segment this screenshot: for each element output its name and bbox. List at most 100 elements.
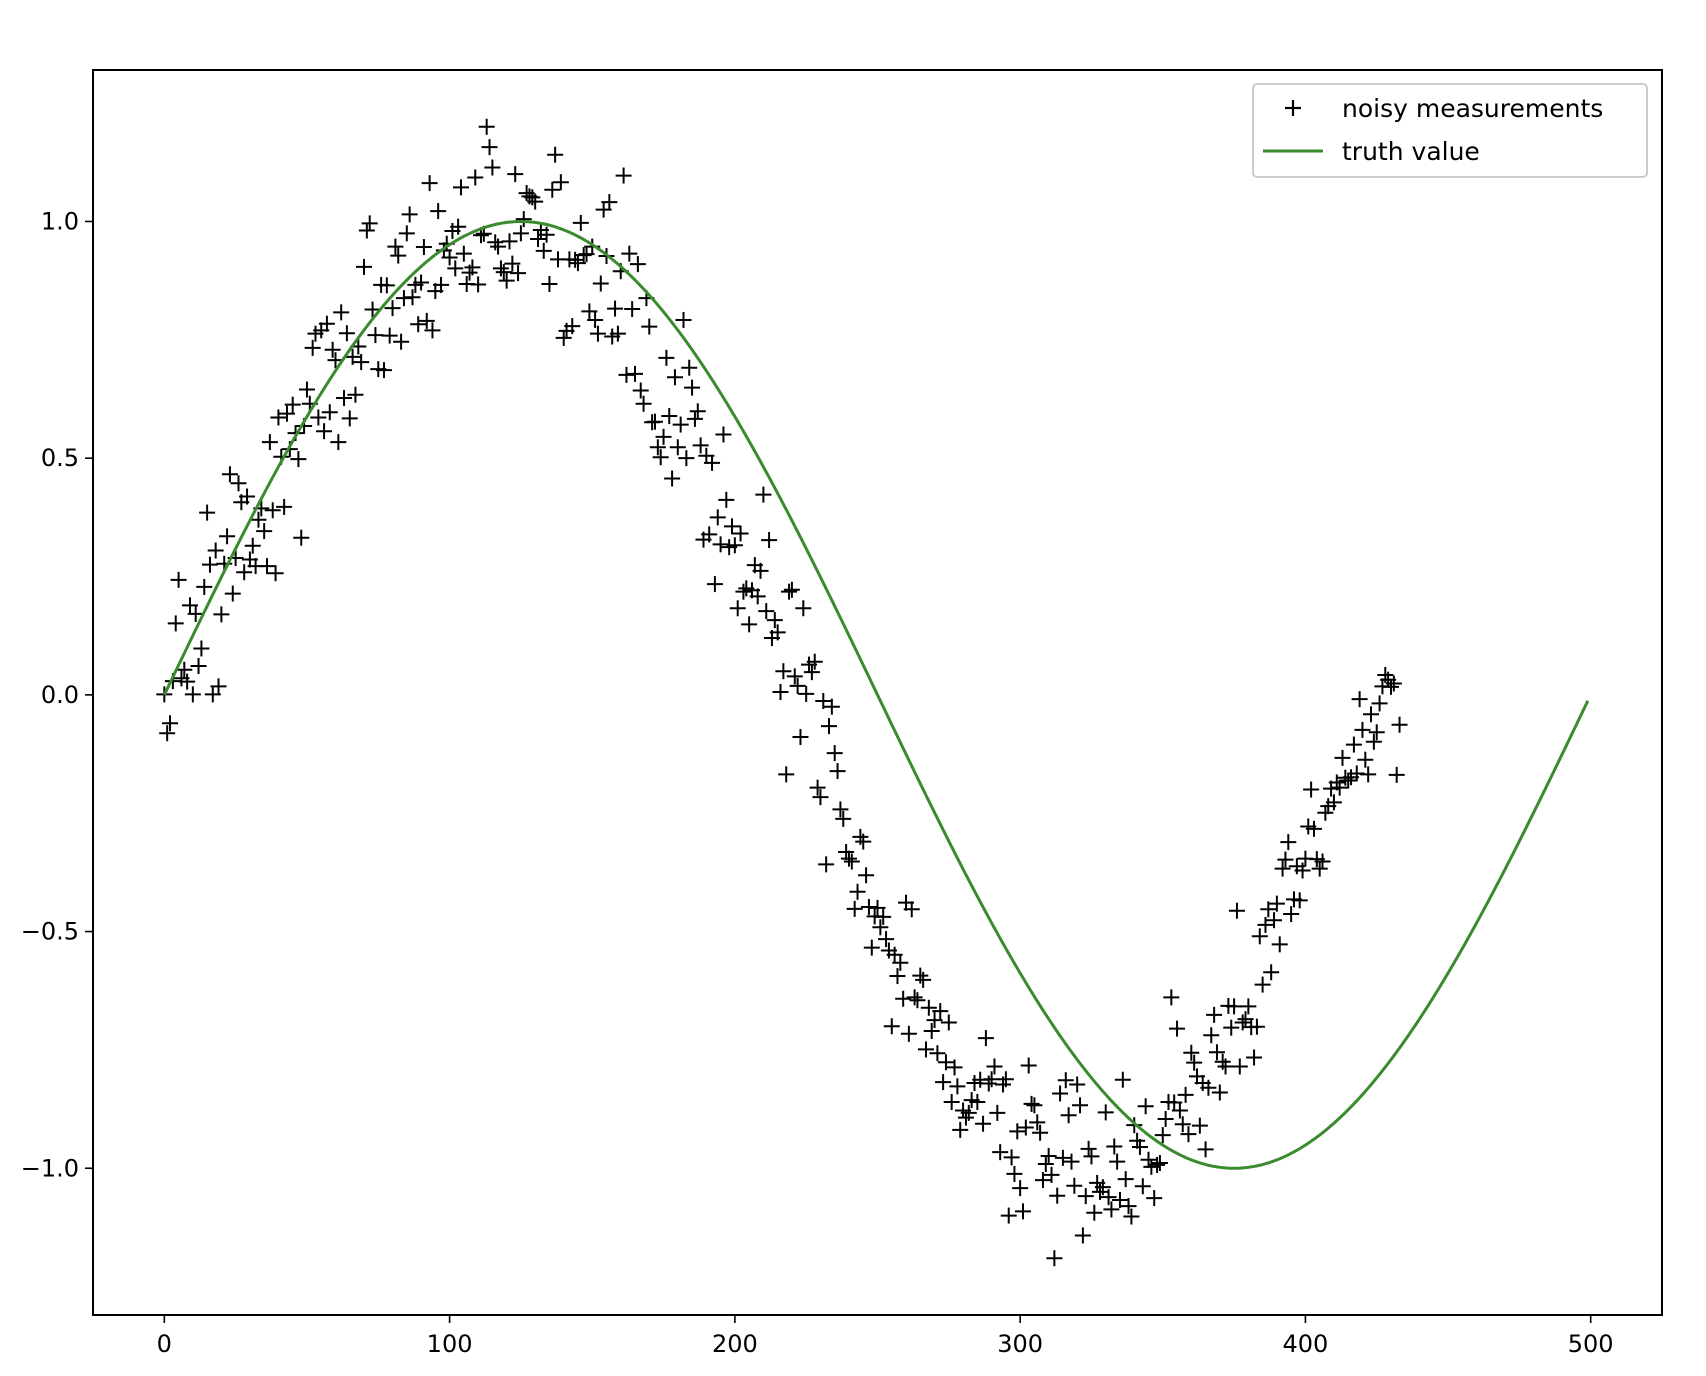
measurement-point [261,434,278,451]
measurement-point [1106,1138,1123,1155]
measurement-point [210,678,227,695]
measurement-point [823,698,840,715]
measurement-point [1097,1104,1114,1121]
measurement-point [1146,1190,1163,1207]
measurement-point [1206,1006,1223,1023]
measurement-point [649,439,666,456]
measurement-point [1109,1153,1126,1170]
measurement-point [1114,1071,1131,1088]
measurement-point [324,341,341,358]
measurement-point [467,169,484,186]
measurement-point [786,668,803,685]
measurement-point [940,1014,957,1031]
measurement-point [607,300,624,317]
measurement-point [401,206,418,223]
measurement-point [199,504,216,521]
measurement-point [758,603,775,620]
measurement-point [815,693,832,710]
measurement-point [293,529,310,546]
measurement-point [1186,1054,1203,1071]
measurement-point [1149,1156,1166,1173]
measurement-point [661,408,678,425]
y-ticks: −1.0 −0.5 0.0 0.5 1.0 [21,207,93,1182]
measurement-point [512,225,529,242]
measurement-point [726,537,743,554]
measurement-point [975,1115,992,1132]
measurement-point [920,999,937,1016]
measurement-point [1226,998,1243,1015]
measurement-point [1029,1114,1046,1131]
measurement-point [1268,895,1285,912]
measurement-point [766,612,783,629]
measurement-point [318,315,335,332]
measurement-point [826,745,843,762]
measurement-point [729,600,746,617]
measurement-point [330,434,347,451]
measurement-point [818,856,835,873]
measurement-point [855,833,872,850]
measurement-point [592,275,609,292]
measurement-point [909,992,926,1009]
measurement-point [207,542,224,559]
measurement-point [424,322,441,339]
measurement-point [1034,1172,1051,1189]
measurement-point [333,304,350,321]
measurement-point [1354,721,1371,738]
measurement-point [176,661,193,678]
measurement-point [1074,1227,1091,1244]
measurement-point [187,605,204,622]
legend-marker-plus-icon [1285,100,1301,116]
measurement-point [179,673,196,690]
measurement-point [949,1078,966,1095]
measurement-point [641,318,658,335]
measurement-point [1117,1171,1134,1188]
measurement-point [1371,695,1388,712]
measurement-point [1246,1049,1263,1066]
measurement-point [1223,1019,1240,1036]
measurement-point [564,318,581,335]
measurement-point [193,640,210,657]
measurement-point [387,238,404,255]
measurement-point [821,718,838,735]
measurement-point [259,558,276,575]
measurement-point [935,1074,952,1091]
measurement-point [666,369,683,386]
measurement-point [364,301,381,318]
measurement-point [952,1121,969,1138]
measurement-point [732,525,749,542]
measurement-point [487,234,504,251]
measurement-point [1191,1117,1208,1134]
measurement-point [715,426,732,443]
y-tick-label: −0.5 [21,918,79,946]
measurement-point [1017,1119,1034,1136]
measurement-point [1351,691,1368,708]
measurement-point [849,883,866,900]
measurement-point [284,396,301,413]
measurement-point [775,663,792,680]
measurement-point [704,454,721,471]
measurement-point [1357,751,1374,768]
measurement-point [552,174,569,191]
x-tick-label: 400 [1283,1330,1329,1358]
plot-frame [92,69,1663,1316]
measurement-point [840,850,857,867]
measurement-point [1100,1189,1117,1206]
measurement-point [569,255,586,272]
measurement-point [989,1104,1006,1121]
measurement-point [219,528,236,545]
x-ticks: 0 100 200 300 400 500 [157,1315,1614,1358]
measurement-point [886,946,903,963]
measurement-point [752,562,769,579]
measurement-point [481,139,498,156]
measurement-point [889,968,906,985]
measurement-point [398,225,415,242]
measurement-point [555,329,572,346]
measurement-point [943,1093,960,1110]
measurement-point [1003,1149,1020,1166]
measurement-point [1080,1140,1097,1157]
measurement-point [1325,794,1342,811]
x-tick-label: 300 [997,1330,1043,1358]
measurement-point [741,616,758,633]
measurement-point [646,413,663,430]
